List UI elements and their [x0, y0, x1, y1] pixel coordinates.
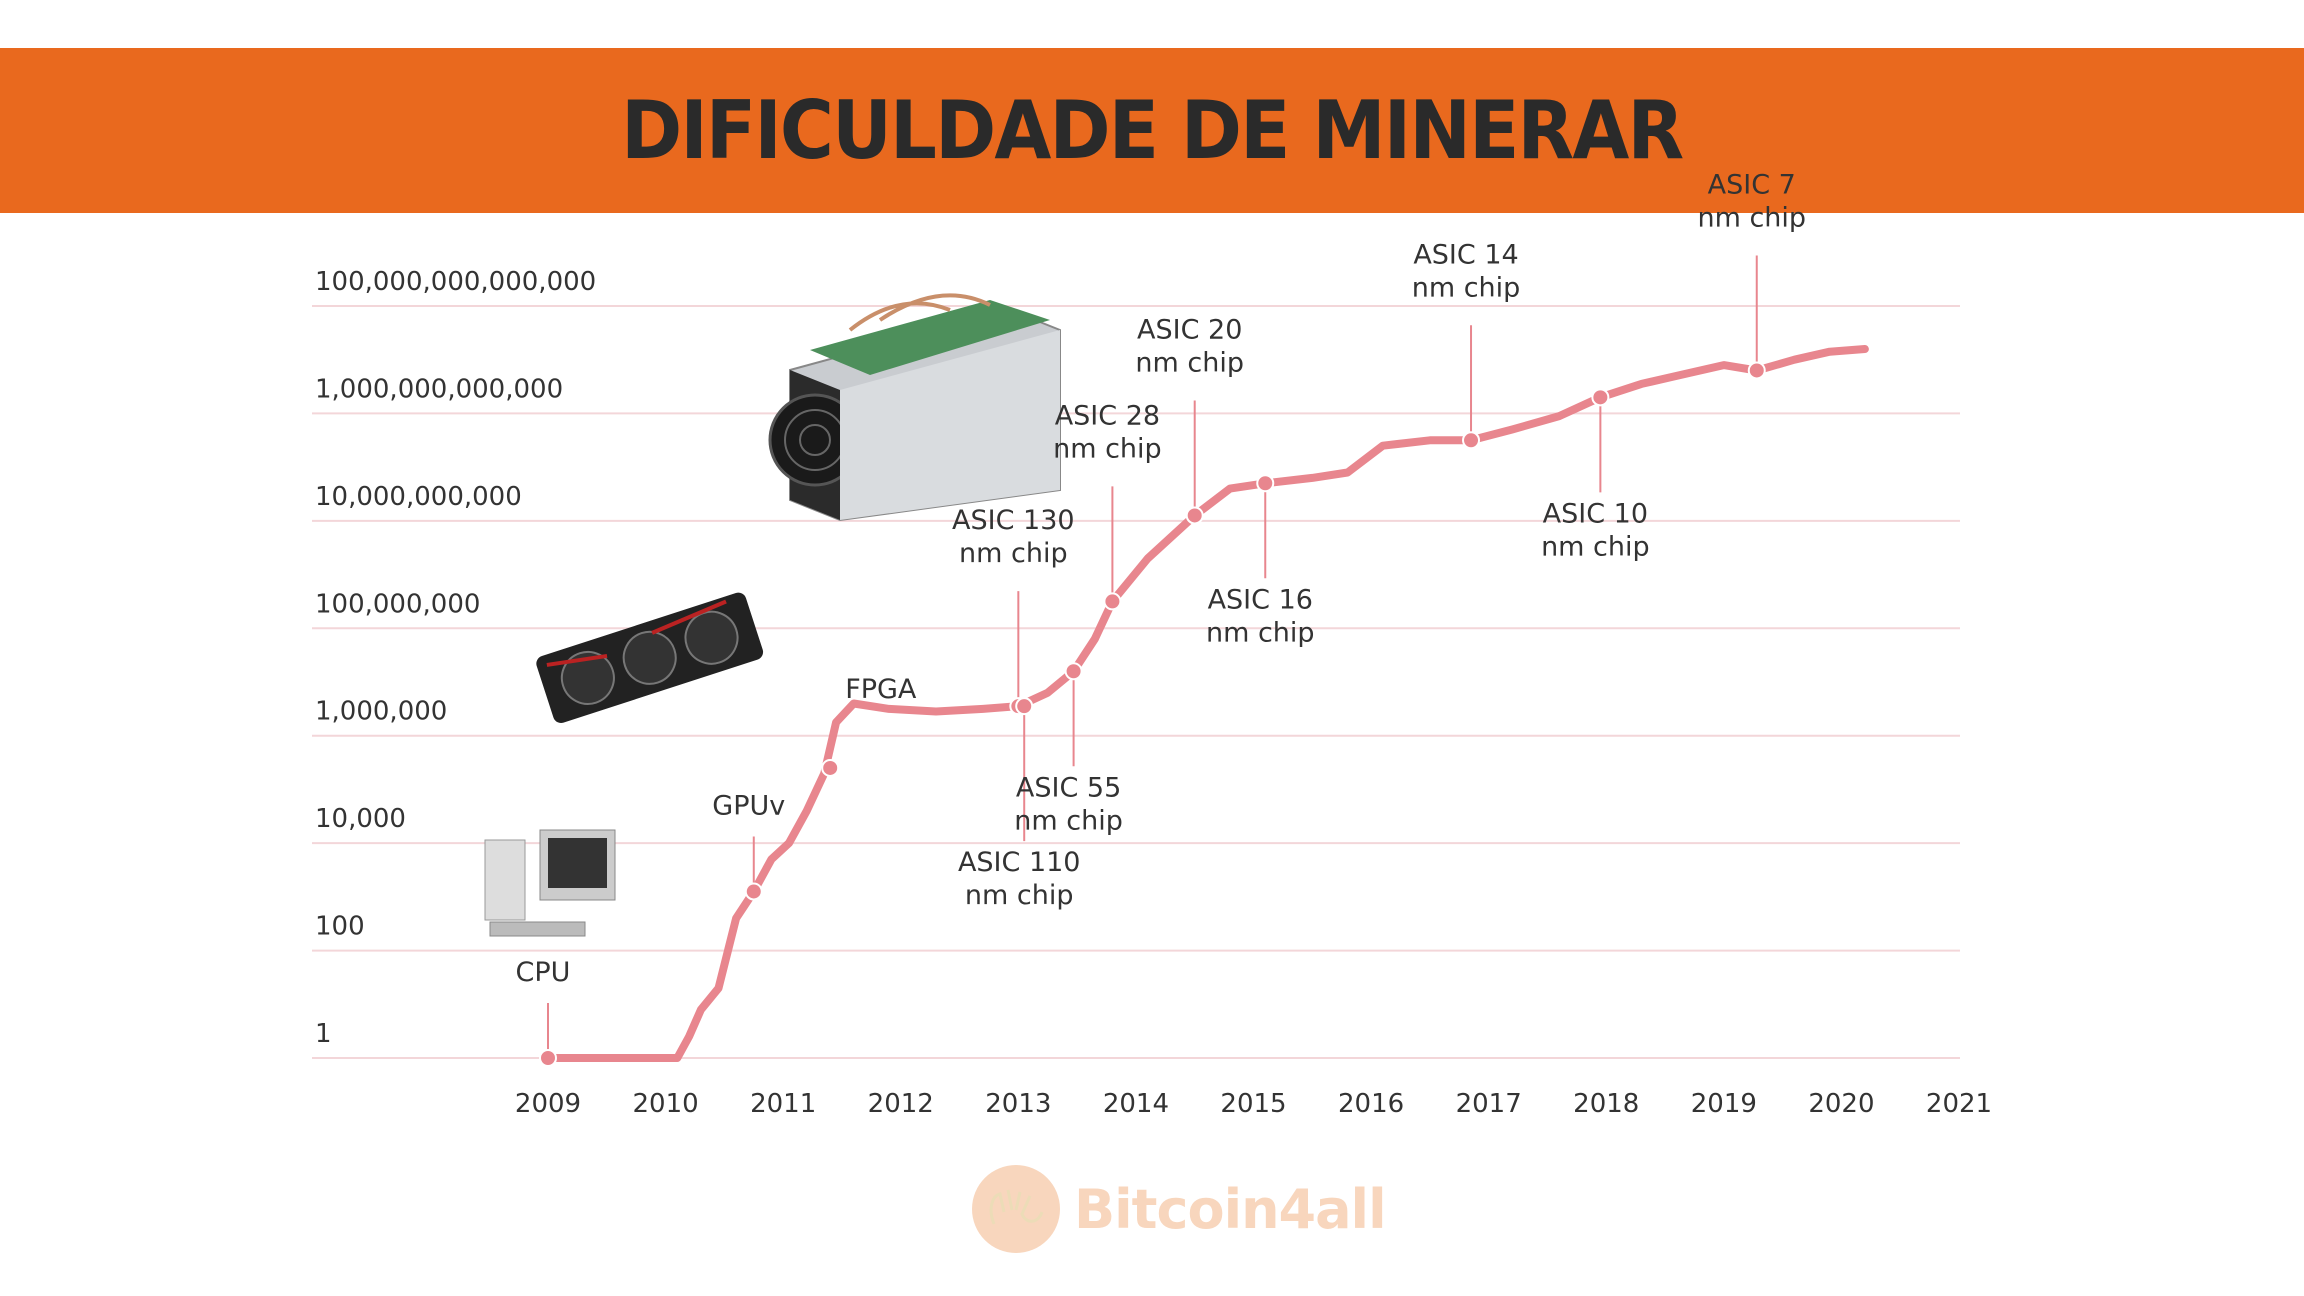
annotation-marker	[1103, 592, 1122, 611]
annotation-label: ASIC 14	[1413, 239, 1518, 270]
annotation-sublabel: nm chip	[965, 880, 1074, 911]
y-tick-label: 1,000,000	[315, 697, 447, 727]
page-title: DIFICULDADE DE MINERAR	[621, 84, 1684, 177]
annotation-sublabel: nm chip	[959, 538, 1068, 569]
annotation-marker	[1462, 431, 1481, 450]
y-tick-label: 100	[315, 912, 365, 942]
annotation-marker	[1064, 662, 1083, 681]
y-tick-label: 100,000,000,000,000	[315, 267, 596, 297]
annotation-marker	[821, 758, 840, 777]
asic-miner-image	[768, 293, 1061, 522]
annotation-label: CPU	[516, 957, 571, 988]
x-tick-label: 2010	[632, 1089, 698, 1119]
gpu-image	[536, 592, 764, 724]
annotation-marker	[539, 1049, 557, 1067]
annotation-marker	[1185, 506, 1204, 525]
bitcoin4all-logo: Bitcoin4all	[972, 1165, 1387, 1253]
x-tick-label: 2011	[750, 1089, 816, 1119]
annotation-sublabel: nm chip	[1053, 433, 1162, 464]
annotation-marker	[1015, 697, 1034, 716]
x-tick-label: 2016	[1338, 1089, 1404, 1119]
annotation-label: ASIC 20	[1137, 314, 1242, 345]
y-tick-label: 1,000,000,000,000	[315, 374, 563, 404]
y-tick-label: 10,000,000,000	[315, 482, 522, 512]
annotation-label: ASIC 10	[1543, 498, 1648, 529]
annotation-marker	[1591, 388, 1610, 407]
annotation-label: ASIC 130	[952, 505, 1075, 536]
hands-icon	[972, 1165, 1060, 1253]
x-axis-labels: 2009 2010 2011 2012 2013 2014 2015 2016 2017 2018…	[515, 1089, 1992, 1119]
annotation-label: ASIC 55	[1016, 772, 1121, 803]
x-tick-label: 2018	[1573, 1089, 1639, 1119]
annotation-sublabel: nm chip	[1206, 617, 1315, 648]
x-tick-label: 2020	[1808, 1089, 1874, 1119]
difficulty-curve	[544, 345, 1869, 1062]
annotation-sublabel: nm chip	[1135, 347, 1244, 378]
x-tick-label: 2021	[1926, 1089, 1992, 1119]
desktop-computer-image	[484, 829, 616, 937]
annotation-sublabel: nm chip	[1412, 272, 1521, 303]
title-banner: DIFICULDADE DE MINERAR	[0, 48, 2304, 213]
x-tick-label: 2013	[985, 1089, 1051, 1119]
x-tick-label: 2019	[1691, 1089, 1757, 1119]
annotation-label: GPUv	[712, 790, 785, 821]
x-tick-label: 2017	[1456, 1089, 1522, 1119]
logo-text: Bitcoin4all	[1074, 1177, 1387, 1241]
y-tick-label: 10,000	[315, 804, 406, 834]
annotation-label: ASIC 16	[1208, 584, 1313, 615]
x-tick-label: 2014	[1103, 1089, 1169, 1119]
grid-lines	[312, 305, 1960, 1059]
annotation-markers	[539, 361, 1766, 1067]
y-tick-label: 1	[315, 1019, 332, 1049]
x-tick-label: 2015	[1220, 1089, 1286, 1119]
annotation-label: ASIC 7	[1708, 169, 1796, 200]
y-tick-label: 100,000,000	[315, 589, 480, 619]
annotation-label: FPGA	[845, 674, 917, 705]
annotation-marker	[1256, 474, 1275, 493]
y-axis-labels: 1 100 10,000 1,000,000 100,000,000 10,000,000…	[315, 267, 596, 1049]
annotation-marker	[744, 882, 763, 901]
annotation-sublabel: nm chip	[1014, 805, 1123, 836]
annotation-sublabel: nm chip	[1697, 202, 1806, 233]
x-tick-label: 2009	[515, 1089, 581, 1119]
annotation-label: ASIC 28	[1055, 400, 1160, 431]
annotation-marker	[1747, 361, 1766, 380]
annotation-sublabel: nm chip	[1541, 531, 1650, 562]
annotation-label: ASIC 110	[958, 847, 1081, 878]
x-tick-label: 2012	[868, 1089, 934, 1119]
